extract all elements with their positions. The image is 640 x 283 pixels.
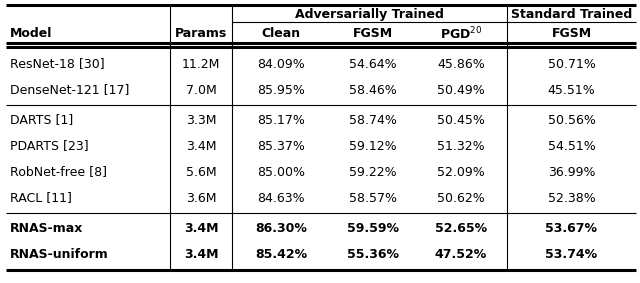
Text: DARTS [1]: DARTS [1] — [10, 113, 73, 127]
Text: 52.65%: 52.65% — [435, 222, 487, 235]
Text: 54.64%: 54.64% — [349, 57, 396, 70]
Text: 45.51%: 45.51% — [548, 83, 595, 97]
Text: 3.4M: 3.4M — [184, 222, 218, 235]
Text: RNAS-uniform: RNAS-uniform — [10, 248, 109, 260]
Text: 53.74%: 53.74% — [545, 248, 598, 260]
Text: 50.62%: 50.62% — [437, 192, 485, 205]
Text: 53.67%: 53.67% — [545, 222, 598, 235]
Text: 45.86%: 45.86% — [437, 57, 485, 70]
Text: 3.3M: 3.3M — [186, 113, 216, 127]
Text: 59.59%: 59.59% — [346, 222, 399, 235]
Text: PGD$^{20}$: PGD$^{20}$ — [440, 25, 483, 42]
Text: 58.74%: 58.74% — [349, 113, 396, 127]
Text: 59.22%: 59.22% — [349, 166, 396, 179]
Text: Clean: Clean — [261, 27, 301, 40]
Text: 86.30%: 86.30% — [255, 222, 307, 235]
Text: PDARTS [23]: PDARTS [23] — [10, 140, 88, 153]
Text: 11.2M: 11.2M — [182, 57, 220, 70]
Text: 58.57%: 58.57% — [349, 192, 397, 205]
Text: DenseNet-121 [17]: DenseNet-121 [17] — [10, 83, 129, 97]
Text: RACL [11]: RACL [11] — [10, 192, 72, 205]
Text: 84.09%: 84.09% — [257, 57, 305, 70]
Text: 47.52%: 47.52% — [435, 248, 487, 260]
Text: 85.37%: 85.37% — [257, 140, 305, 153]
Text: 7.0M: 7.0M — [186, 83, 216, 97]
Text: 58.46%: 58.46% — [349, 83, 396, 97]
Text: ResNet-18 [30]: ResNet-18 [30] — [10, 57, 104, 70]
Text: 85.17%: 85.17% — [257, 113, 305, 127]
Text: Adversarially Trained: Adversarially Trained — [295, 8, 444, 21]
Text: 3.4M: 3.4M — [184, 248, 218, 260]
Text: 54.51%: 54.51% — [548, 140, 595, 153]
Text: RNAS-max: RNAS-max — [10, 222, 83, 235]
Text: 52.09%: 52.09% — [437, 166, 485, 179]
Text: FGSM: FGSM — [552, 27, 591, 40]
Text: Standard Trained: Standard Trained — [511, 8, 632, 21]
Text: 85.00%: 85.00% — [257, 166, 305, 179]
Text: 51.32%: 51.32% — [437, 140, 485, 153]
Text: 50.45%: 50.45% — [437, 113, 485, 127]
Text: Model: Model — [10, 27, 52, 40]
Text: 85.42%: 85.42% — [255, 248, 307, 260]
Text: Params: Params — [175, 27, 227, 40]
Text: 50.49%: 50.49% — [437, 83, 485, 97]
Text: 52.38%: 52.38% — [548, 192, 595, 205]
Text: 84.63%: 84.63% — [257, 192, 305, 205]
Text: 59.12%: 59.12% — [349, 140, 396, 153]
Text: 36.99%: 36.99% — [548, 166, 595, 179]
Text: 50.56%: 50.56% — [548, 113, 595, 127]
Text: 3.4M: 3.4M — [186, 140, 216, 153]
Text: 85.95%: 85.95% — [257, 83, 305, 97]
Text: FGSM: FGSM — [353, 27, 392, 40]
Text: 5.6M: 5.6M — [186, 166, 216, 179]
Text: 50.71%: 50.71% — [548, 57, 595, 70]
Text: RobNet-free [8]: RobNet-free [8] — [10, 166, 107, 179]
Text: 3.6M: 3.6M — [186, 192, 216, 205]
Text: 55.36%: 55.36% — [346, 248, 399, 260]
